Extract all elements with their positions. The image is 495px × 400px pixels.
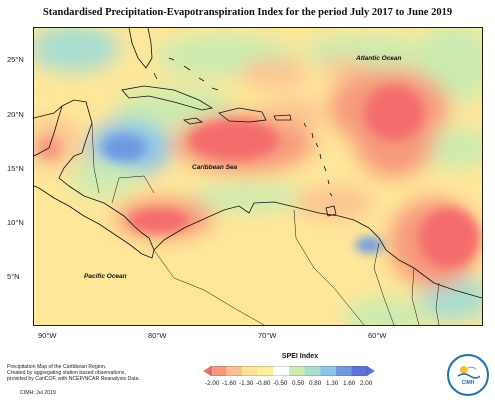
legend-tick: -2.00 — [205, 380, 220, 387]
legend-tick: -0.50 — [273, 380, 288, 387]
credit-line-2: Created by aggregating station based obs… — [7, 370, 126, 376]
latitude-label-20n: 20°N — [7, 110, 24, 119]
legend-tick: 0.80 — [309, 380, 322, 387]
legend-tick: 1.60 — [343, 380, 356, 387]
latitude-label-5n: 5°N — [7, 272, 20, 281]
latitude-label-25n: 25°N — [7, 55, 24, 64]
colorbar-segment — [211, 366, 227, 376]
colorbar-segment — [273, 366, 289, 376]
colorbar-segment — [351, 366, 367, 376]
colorbar-segment — [335, 366, 352, 376]
caribbean-sea-label: Caribbean Sea — [192, 164, 238, 171]
latitude-label-10n: 10°N — [7, 218, 24, 227]
legend-title: SPEI Index — [281, 353, 319, 360]
colorbar-segment — [257, 366, 274, 376]
spei-map: Atlantic Ocean Caribbean Sea Pacific Oce… — [33, 27, 483, 326]
colorbar-segment — [226, 366, 243, 376]
colorbar-segment — [289, 366, 305, 376]
legend-tick: -0.80 — [256, 380, 271, 387]
colorbar-segment — [320, 366, 336, 376]
pacific-ocean-label: Pacific Ocean — [84, 273, 127, 280]
country-borders — [91, 122, 440, 325]
legend-tick: 1.30 — [326, 380, 339, 387]
longitude-label-90w: 90°W — [38, 331, 57, 340]
colorbar-high-arrow — [367, 366, 375, 376]
logo-emblem-icon — [457, 366, 480, 379]
atlantic-ocean-label: Atlantic Ocean — [356, 55, 402, 62]
coastlines — [34, 28, 482, 299]
legend-tick: 0.50 — [292, 380, 305, 387]
spei-colorbar — [203, 366, 375, 376]
legend-tick: -1.30 — [239, 380, 254, 387]
map-field — [34, 28, 482, 325]
colorbar-low-arrow — [203, 366, 211, 376]
colorbar-segment — [304, 366, 321, 376]
cimh-logo: CIMH — [447, 354, 489, 396]
colorbar-segment — [242, 366, 258, 376]
credit-line-1: Precipitation Map of the Caribbean Regio… — [7, 364, 107, 370]
longitude-label-80w: 80°W — [148, 331, 167, 340]
credit-line-3: provided by CariCOF, with NCEP/NCAR Rean… — [7, 376, 140, 382]
credit-footer: CIMH: Jul 2019 — [20, 390, 56, 396]
longitude-label-70w: 70°W — [258, 331, 277, 340]
spei-core-shading — [37, 85, 479, 268]
logo-text: CIMH — [461, 380, 475, 386]
longitude-label-60w: 60°W — [368, 331, 387, 340]
legend-tick: 2.00 — [360, 380, 373, 387]
legend-tick: -1.60 — [222, 380, 237, 387]
map-title: Standardised Precipitation-Evapotranspir… — [42, 7, 453, 18]
latitude-label-15n: 15°N — [7, 164, 24, 173]
